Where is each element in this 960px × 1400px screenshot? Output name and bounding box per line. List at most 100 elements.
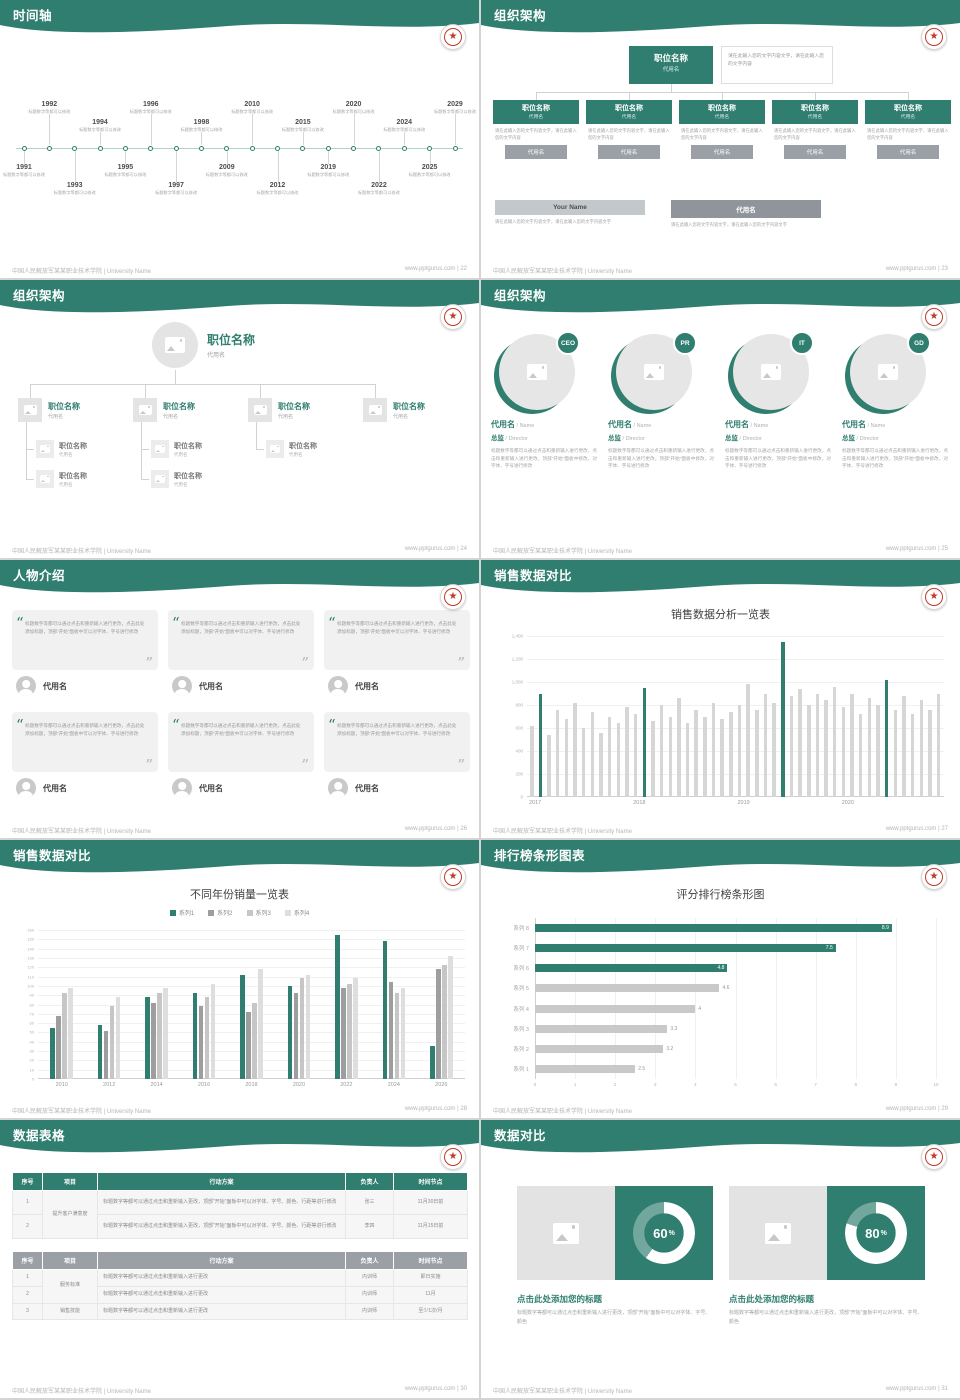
timeline-year: 1991 — [16, 164, 32, 171]
timeline-connector — [100, 132, 102, 145]
value-label: 4.8 — [717, 965, 725, 972]
bar — [442, 965, 447, 1079]
image-placeholder-icon — [155, 445, 165, 453]
comparison-card: 60% 点击此处添加您的标题 标题数字等都可以通过点击和重新输入进行更改，顶部“… — [517, 1186, 713, 1326]
person-name: 代用名 — [355, 681, 379, 691]
value-label: 3.2 — [666, 1045, 674, 1052]
gridline — [38, 930, 465, 931]
bar — [388, 982, 394, 1079]
timeline-caption: 标题数字等都可以修改 — [408, 172, 451, 177]
col-time-header: 时间节点 — [393, 1251, 468, 1270]
value-label: 4.6 — [722, 985, 730, 992]
slide-org-boxes-p23[interactable]: 组织架构 ★ 职位名称 代用名 请在此输入您的文字内容文字，请在此输入您的文字内容职… — [481, 0, 960, 278]
position-name: 职位名称 — [163, 401, 195, 411]
header-wave — [0, 280, 479, 313]
org-child: 职位名称 代用名 — [151, 440, 202, 458]
gridline — [535, 918, 536, 1079]
slide-compare-p31[interactable]: 数据对比 ★ 60% — [481, 1120, 960, 1398]
org-note: 请在此输入您的文字内容文字，请在此输入您的文字内容文字 — [495, 219, 612, 224]
org-position-box: 职位名称 代用名 — [865, 100, 951, 124]
person-meta: 代用名 — [12, 676, 158, 696]
x-axis-label: 6 — [774, 1082, 777, 1087]
org-alias-tag: 代用名 — [691, 145, 753, 160]
person-card-group: 标题数字等都可以通过点击和重新输入进行更改，点击此处添加标题，顶部“开始”面板中… — [324, 712, 470, 798]
member-circle: GD — [845, 331, 931, 414]
donut-percent-label: 60% — [633, 1202, 695, 1264]
slide-org-members-p25[interactable]: 组织架构 ★ CEO 代用名 / Name 总监 / Director 标题数字等都可… — [481, 280, 960, 558]
category-label: 系列 6 — [513, 966, 529, 973]
slide-people-p26[interactable]: 人物介绍 ★ 标题数字等都可以通过点击和重新输入进行更改，点击此处添加标题，顶部… — [0, 560, 479, 838]
org-note: 请在此输入您的文字内容文字，请在此输入您的文字内容 — [774, 128, 856, 140]
bar-group — [38, 930, 85, 1079]
slide-ranking-p29[interactable]: 排行榜条形图表 ★ 评分排行榜条形图 0 1 2 3 4 5 6 7 8 9 10 系列 8 8.9 系列… — [481, 840, 960, 1118]
x-axis-label: 2014 — [150, 1082, 163, 1088]
member-role-en: / Director — [738, 436, 762, 442]
bar — [659, 705, 664, 797]
timeline-year: 2012 — [269, 182, 286, 189]
member-name: 代用名 — [491, 420, 515, 429]
gridline — [775, 918, 777, 1079]
org-bottom-box: Your Name 请在此输入您的文字内容文字，请在此输入您的文字内容文字 — [495, 200, 645, 226]
slide-sales-monthly-p27[interactable]: 销售数据对比 ★ 销售数据分析一览表 0 200 400 600 800 1,000 1,2… — [481, 560, 960, 838]
cell-owner: 内训师 — [345, 1269, 394, 1287]
image-placeholder-icon — [878, 364, 898, 380]
timeline-year: 2020 — [345, 100, 362, 108]
bar — [347, 984, 352, 1079]
cell-no: 1 — [12, 1269, 43, 1287]
university-emblem-logo: ★ — [921, 1144, 947, 1170]
bar: 8.9 — [535, 924, 892, 933]
connector-line — [256, 449, 264, 450]
image-placeholder-icon — [761, 364, 781, 380]
timeline-node — [46, 145, 52, 151]
position-alias: 代用名 — [807, 115, 823, 120]
donut-ring — [633, 1202, 695, 1264]
gridline — [615, 918, 617, 1079]
bar — [746, 684, 750, 797]
slide-header-banner: 销售数据对比 — [481, 560, 960, 600]
bar-group — [323, 930, 370, 1079]
slide-title: 组织架构 — [13, 289, 66, 303]
gridline — [655, 918, 657, 1079]
member-name: 代用名 — [725, 420, 749, 429]
bar — [258, 969, 263, 1079]
bar — [151, 1002, 156, 1079]
col-owner-header: 负责人 — [345, 1251, 394, 1270]
y-axis-label: 160 — [27, 927, 34, 933]
slide-timeline-p22[interactable]: 时间轴 ★ 1991 标题数字等都可以修改 1992 标题数字等都可以修改 1993 标题… — [0, 0, 479, 278]
cell-time: 11月30日前 — [393, 1190, 468, 1215]
timeline-node — [173, 145, 179, 151]
bar — [694, 709, 698, 797]
slide-title: 排行榜条形图表 — [494, 849, 586, 863]
position-name: 职位名称 — [801, 105, 829, 112]
slide-sales-yearly-p28[interactable]: 销售数据对比 ★ 不同年份销量一览表 系列1 系列2 系列3 系列4 0 10 20 30 4… — [0, 840, 479, 1118]
slide-title: 数据表格 — [13, 1129, 66, 1143]
image-placeholder-icon — [23, 405, 37, 415]
org-branch: 职位名称 代用名 请在此输入您的文字内容文字，请在此输入您的文字内容 代用名 — [679, 100, 765, 160]
slide-tables-p30[interactable]: 数据表格 ★ 序号 项目 行动方案 负责人 时间节点 1 — [0, 1120, 479, 1398]
slide-footer: 中国人民解放军某某职业技术学院 | University Name www.pp… — [12, 1106, 467, 1115]
org-chart-tree: 职位名称 代用名 职位名称 代用名 职位名称 代用名 职位名称 代用名 职位名称 代用名 职位名称代… — [0, 322, 479, 543]
slide-header-banner: 时间轴 — [0, 0, 479, 40]
comparison-visual: 60% — [517, 1186, 713, 1280]
position-name: 职位名称 — [653, 53, 688, 63]
member-role: 总监 — [842, 435, 855, 442]
org-members-row: CEO 代用名 / Name 总监 / Director 标题数字等都可以通过点击和重… — [481, 322, 960, 543]
university-emblem-logo: ★ — [440, 24, 466, 50]
org-chart-boxes: 职位名称 代用名 请在此输入您的文字内容文字，请在此输入您的文字内容 职位名称 代用名请… — [481, 42, 960, 263]
person-meta: 代用名 — [324, 778, 470, 798]
y-axis-label: 600 — [515, 725, 523, 731]
gridline — [38, 1060, 465, 1062]
gridline — [38, 976, 465, 978]
bar — [68, 987, 73, 1079]
university-emblem-logo: ★ — [440, 584, 466, 610]
slide-org-tree-p24[interactable]: 组织架构 ★ 职位名称 代用名 职位名称 代用名 职位名称 代用名 职位名称 代用名 职位名称代… — [0, 280, 479, 558]
bar — [729, 711, 733, 797]
x-axis-label: 8 — [854, 1082, 858, 1087]
footer-watermark-page: www.pptgurus.com | 29 — [885, 1106, 948, 1112]
position-name: 职位名称 — [522, 105, 550, 112]
connector-line — [145, 384, 146, 398]
bar — [547, 734, 551, 797]
cell-no: 3 — [12, 1302, 43, 1321]
y-axis-label: 1,200 — [511, 656, 523, 662]
position-name: 职位名称 — [59, 472, 87, 480]
